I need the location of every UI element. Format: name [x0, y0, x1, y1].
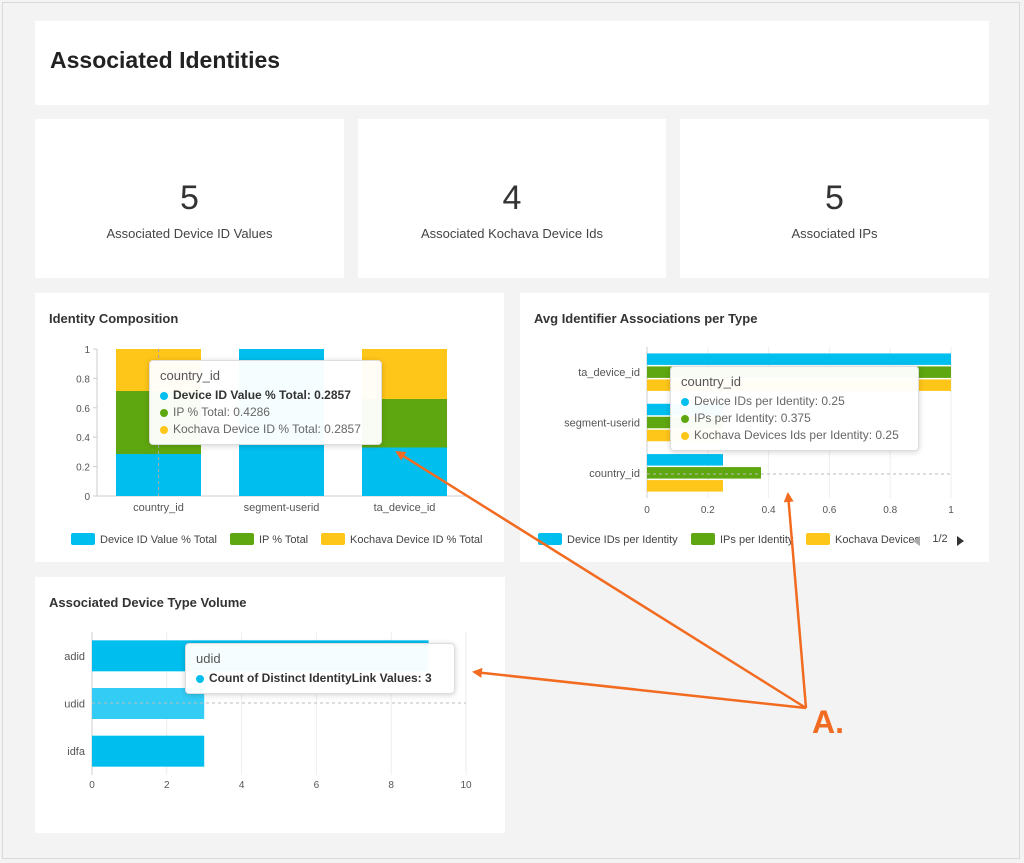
bar[interactable]: [647, 353, 951, 365]
tooltip-row-text: Device IDs per Identity: 0.25: [694, 394, 845, 408]
series-dot-icon: [160, 425, 168, 434]
tooltip-row-text: IPs per Identity: 0.375: [694, 411, 811, 425]
kpi-card-ips[interactable]: 5 Associated IPs: [680, 119, 989, 278]
x-tick-label: 2: [164, 780, 170, 791]
header-card: Associated Identities: [35, 21, 989, 105]
legend-swatch[interactable]: [538, 533, 562, 545]
bar[interactable]: [647, 467, 761, 479]
tooltip-row: Count of Distinct IdentityLink Values: 3: [196, 670, 444, 687]
kpi-value: 5: [825, 179, 844, 217]
x-tick-label: 0.8: [883, 505, 897, 516]
series-dot-icon: [160, 391, 168, 400]
legend-swatch[interactable]: [691, 533, 715, 545]
avg-identifier-card: Avg Identifier Associations per Type 0 0.…: [520, 293, 989, 562]
x-tick-label: 0.4: [762, 505, 776, 516]
x-tick-label: 0.2: [701, 505, 715, 516]
kpi-card-device-id-values[interactable]: 5 Associated Device ID Values: [35, 119, 344, 278]
x-tick-label: 6: [314, 780, 320, 791]
y-tick-label: ta_device_id: [578, 367, 640, 379]
x-tick-label: segment-userid: [244, 502, 320, 514]
kpi-label: Associated Device ID Values: [106, 226, 273, 241]
y-tick-label: idfa: [67, 746, 86, 758]
identity-composition-card: Identity Composition 0 0.2 0.4 0.6 0.8 1 count…: [35, 293, 504, 562]
kpi-card-kochava-device-ids[interactable]: 4 Associated Kochava Device Ids: [358, 119, 666, 278]
x-tick-label: country_id: [133, 502, 184, 514]
legend-label[interactable]: Kochava Device ID % Total: [350, 534, 482, 546]
legend-swatch[interactable]: [321, 533, 345, 545]
x-tick-label: 8: [388, 780, 394, 791]
series-dot-icon: [681, 414, 689, 423]
x-tick-label: 0: [89, 780, 95, 791]
chart-title: Associated Device Type Volume: [49, 595, 247, 610]
tooltip-row-text: Kochava Devices Ids per Identity: 0.25: [694, 428, 899, 442]
tooltip-row: IP % Total: 0.4286: [160, 404, 371, 421]
x-tick-label: 10: [460, 780, 472, 791]
tooltip-row-text: Kochava Device ID % Total: 0.2857: [173, 422, 361, 436]
y-tick-label: 1: [84, 345, 90, 356]
y-tick-label: udid: [64, 699, 85, 711]
legend-label[interactable]: IPs per Identity: [720, 534, 794, 546]
legend-swatch[interactable]: [806, 533, 830, 545]
series-dot-icon: [196, 674, 204, 683]
kpi-value: 5: [180, 179, 199, 217]
tooltip-title: country_id: [681, 374, 741, 389]
y-tick-label: 0.2: [76, 463, 90, 474]
legend-label[interactable]: Kochava Devices: [835, 534, 920, 546]
page-title: Associated Identities: [50, 47, 281, 73]
y-tick-label: adid: [64, 651, 85, 663]
tooltip-row-text: Count of Distinct IdentityLink Values: 3: [209, 671, 432, 685]
tooltip-title: udid: [196, 651, 221, 666]
y-tick-label: 0.8: [76, 374, 90, 385]
legend-label[interactable]: Device IDs per Identity: [567, 534, 678, 546]
y-tick-label: 0: [84, 492, 90, 503]
legend-swatch[interactable]: [71, 533, 95, 545]
y-tick-label: 0.4: [76, 433, 90, 444]
tooltip-row: Kochava Devices Ids per Identity: 0.25: [681, 427, 908, 444]
series-dot-icon: [681, 431, 689, 440]
device-type-volume-chart[interactable]: 0 2 4 6 8 10 adid udid idfa: [35, 577, 505, 833]
x-tick-label: 4: [239, 780, 245, 791]
tooltip-row-text: IP % Total: 0.4286: [173, 405, 270, 419]
legend-label[interactable]: IP % Total: [259, 534, 308, 546]
bar[interactable]: [647, 454, 723, 466]
x-tick-label: 1: [948, 505, 954, 516]
tooltip-row: Device IDs per Identity: 0.25: [681, 393, 908, 410]
legend-label[interactable]: Device ID Value % Total: [100, 534, 217, 546]
annotation-label: A.: [812, 704, 844, 740]
pager-next-icon[interactable]: [957, 536, 964, 546]
chart-title: Identity Composition: [49, 311, 179, 326]
series-dot-icon: [681, 397, 689, 406]
x-tick-label: ta_device_id: [374, 502, 436, 514]
chart-title: Avg Identifier Associations per Type: [534, 311, 758, 326]
series-dot-icon: [160, 408, 168, 417]
tooltip-row: Kochava Device ID % Total: 0.2857: [160, 421, 371, 438]
bar[interactable]: [647, 480, 723, 492]
chart-tooltip: country_id Device ID Value % Total: 0.28…: [149, 360, 382, 445]
x-tick-label: 0.6: [822, 505, 836, 516]
chart-tooltip: country_id Device IDs per Identity: 0.25…: [670, 366, 919, 451]
y-tick-label: segment-userid: [564, 418, 640, 430]
x-tick-label: 0: [644, 505, 650, 516]
y-tick-label: country_id: [589, 468, 640, 480]
device-type-volume-card: Associated Device Type Volume 0 2 4 6 8 10 adi…: [35, 577, 505, 833]
legend-pager-label: 1/2: [932, 533, 947, 545]
kpi-label: Associated Kochava Device Ids: [420, 226, 604, 241]
tooltip-title: country_id: [160, 368, 220, 383]
tooltip-row-text: Device ID Value % Total: 0.2857: [173, 388, 351, 402]
bar[interactable]: [92, 735, 205, 767]
tooltip-row: IPs per Identity: 0.375: [681, 410, 908, 427]
legend-swatch[interactable]: [230, 533, 254, 545]
pager-prev-icon[interactable]: [913, 536, 920, 546]
y-tick-label: 0.6: [76, 404, 90, 415]
chart-tooltip: udid Count of Distinct IdentityLink Valu…: [185, 643, 455, 694]
kpi-label: Associated IPs: [791, 226, 878, 241]
tooltip-row: Device ID Value % Total: 0.2857: [160, 387, 371, 404]
kpi-value: 4: [502, 179, 522, 217]
bar-segment[interactable]: [362, 447, 447, 496]
